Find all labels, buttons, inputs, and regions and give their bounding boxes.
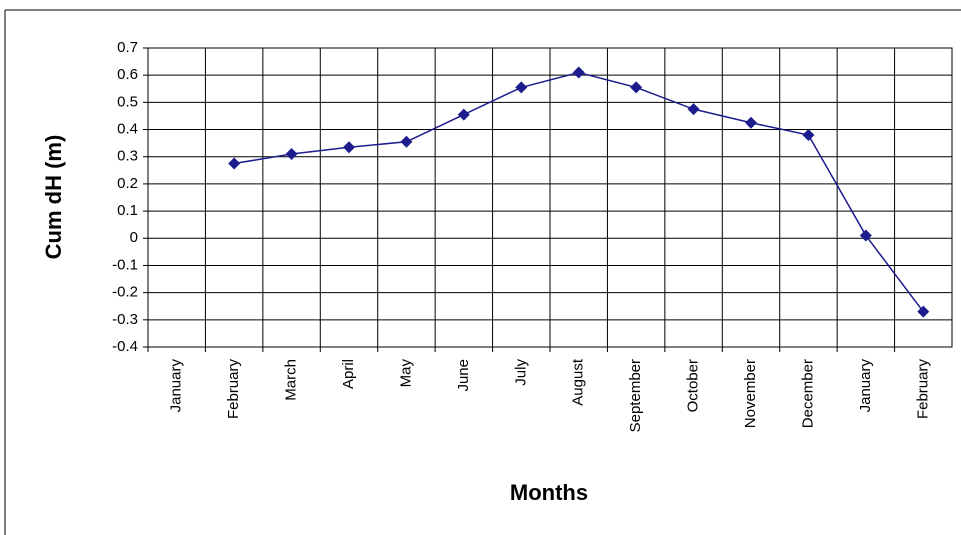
y-tick-label: -0.2 xyxy=(112,284,138,301)
x-tick-label: September xyxy=(627,359,644,432)
x-tick-label: November xyxy=(742,359,759,428)
data-point xyxy=(228,157,241,170)
x-tick-label: June xyxy=(455,359,472,392)
data-point xyxy=(285,148,298,161)
x-tick-label: December xyxy=(799,359,816,428)
y-tick-label: -0.3 xyxy=(112,311,138,328)
x-tick-label: January xyxy=(168,359,185,413)
data-point xyxy=(859,229,872,242)
y-tick-label: -0.4 xyxy=(112,338,138,355)
y-tick-label: 0.5 xyxy=(117,93,138,110)
data-point xyxy=(515,81,528,94)
data-point xyxy=(687,103,700,116)
y-tick-label: 0.7 xyxy=(117,39,138,56)
data-point xyxy=(745,116,757,129)
data-point xyxy=(802,128,815,141)
y-tick-label: 0.3 xyxy=(117,148,138,165)
plot-border xyxy=(147,47,953,348)
y-tick-label: 0.4 xyxy=(117,121,138,138)
y-tick-label: 0.6 xyxy=(117,66,138,83)
data-point xyxy=(572,66,585,79)
y-tick-label: -0.1 xyxy=(112,256,138,273)
y-tick-label: 0.1 xyxy=(117,202,138,219)
x-tick-label: August xyxy=(570,358,587,406)
data-point xyxy=(343,141,355,154)
data-point xyxy=(457,108,470,121)
y-axis-title: Cum dH (m) xyxy=(41,135,66,260)
y-tick-label: 0.2 xyxy=(117,175,138,192)
data-point xyxy=(400,135,413,148)
x-tick-label: January xyxy=(857,359,874,413)
x-tick-label: October xyxy=(685,359,702,412)
x-axis-title: Months xyxy=(510,480,588,505)
y-tick-label: 0 xyxy=(130,229,138,246)
x-tick-label: February xyxy=(914,359,931,420)
data-point xyxy=(917,305,930,318)
series-line xyxy=(234,71,924,313)
x-tick-label: April xyxy=(340,359,357,389)
x-tick-label: February xyxy=(225,359,242,420)
data-point xyxy=(630,81,643,94)
x-tick-label: July xyxy=(512,359,529,386)
x-tick-label: March xyxy=(283,359,300,401)
x-tick-label: May xyxy=(397,359,414,388)
